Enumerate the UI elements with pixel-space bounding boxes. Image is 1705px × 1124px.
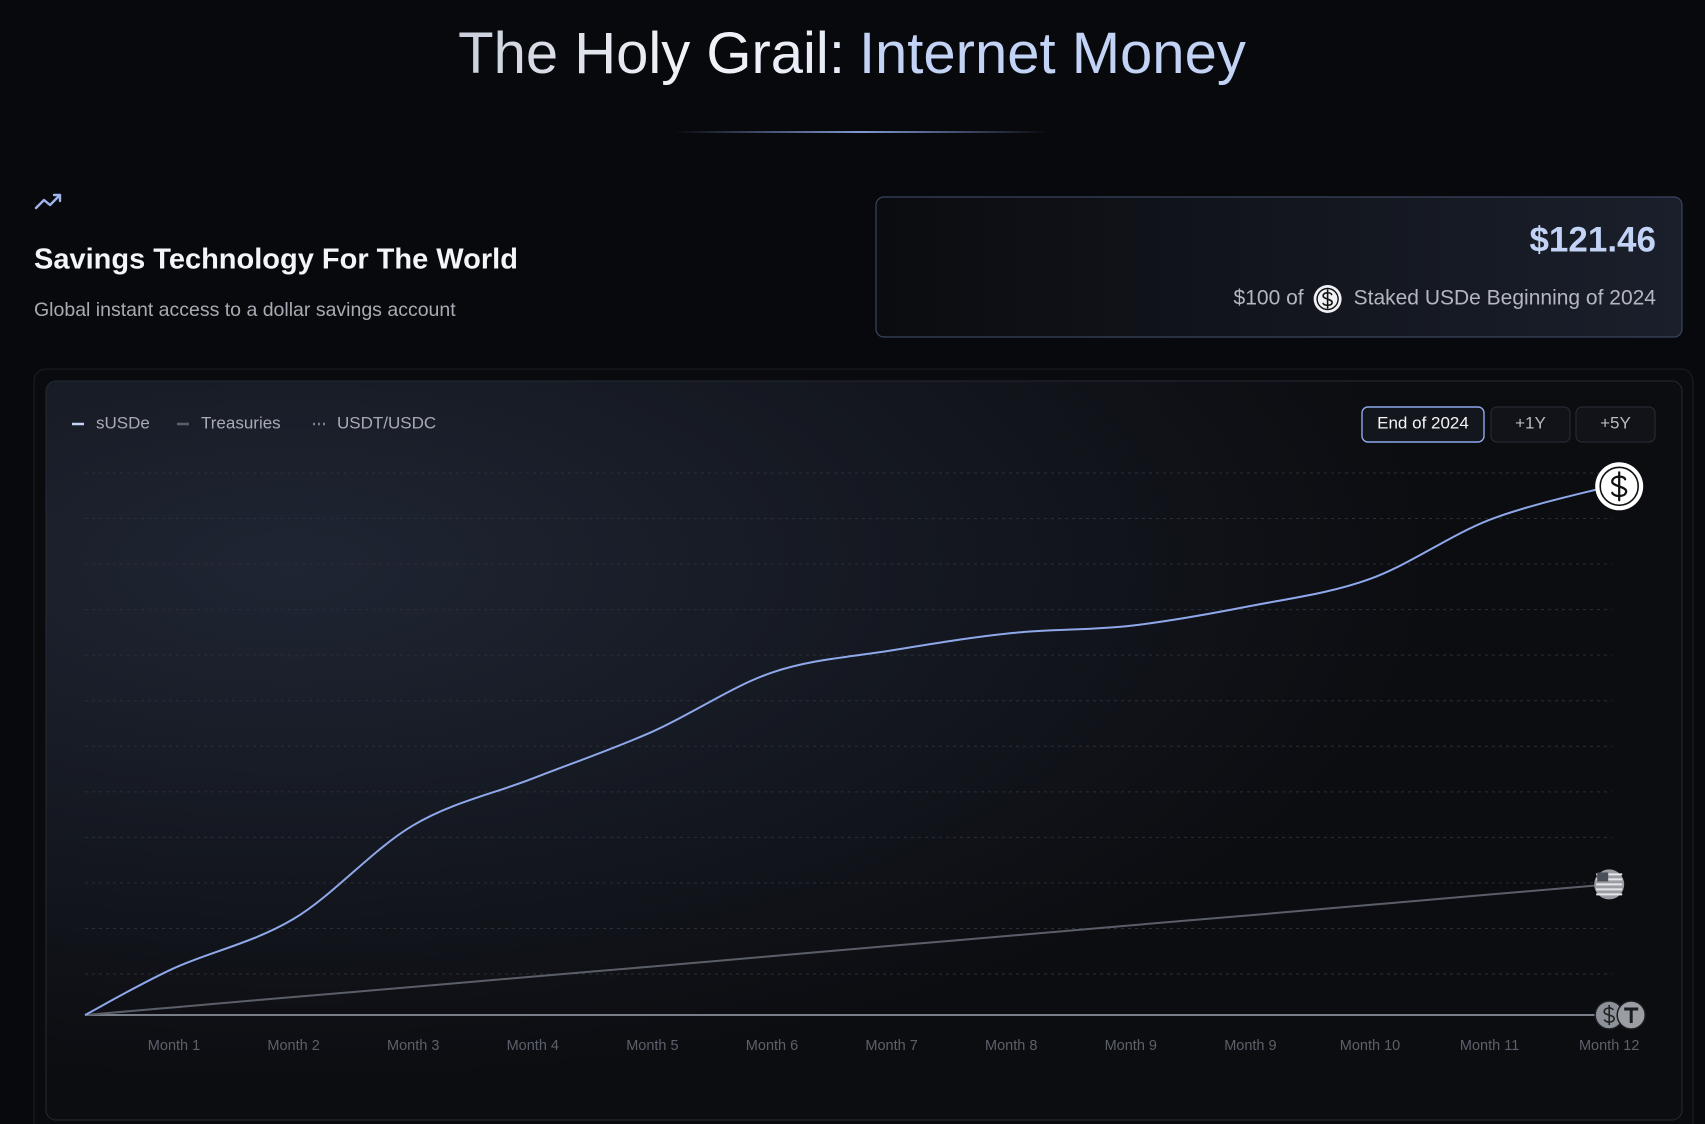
treasury-end-icon [1594,869,1625,900]
x-tick-label: Month 12 [1579,1038,1639,1054]
section-heading: Savings Technology For The World [34,244,518,276]
page-title: The Holy Grail: Internet Money [458,21,1246,86]
value-card [875,196,1683,338]
title-divider [674,131,1049,133]
x-tick-label: Month 5 [626,1038,678,1054]
stable-end-icons [1594,1000,1646,1030]
range-button-label[interactable]: +1Y [1515,413,1546,432]
range-button[interactable] [1490,406,1571,443]
susde-end-icon [1595,462,1644,511]
icon-glyph [1624,1007,1639,1023]
icon-canton [1597,872,1609,882]
card-prefix: $100 of [1234,287,1304,310]
x-tick-label: Month 2 [267,1038,319,1054]
range-button[interactable] [1361,406,1485,443]
section-subheading: Global instant access to a dollar saving… [34,299,456,321]
x-tick-label: Month 9 [1224,1038,1276,1054]
x-tick-label: Month 10 [1340,1038,1400,1054]
x-tick-label: Month 9 [1105,1038,1157,1054]
legend-label: USDT/USDC [337,413,436,432]
chart: End of 2024 +1Y +5Y sUSDe Treasuries USDT/USD… [72,406,1656,1054]
trend-icon [34,193,62,210]
series-line [84,485,1610,1016]
range-button-label[interactable]: +5Y [1600,413,1631,432]
x-tick-label: Month 7 [865,1038,917,1054]
range-button-label[interactable]: End of 2024 [1377,413,1469,432]
card-suffix: Staked USDe Beginning of 2024 [1354,287,1657,310]
legend-label: Treasuries [201,413,281,432]
chart-card [45,380,1683,1121]
x-tick-label: Month 11 [1460,1038,1519,1054]
title-lead: The Holy Grail: [458,21,845,86]
title-accent: Internet Money [859,21,1246,86]
series-line [84,883,1610,1016]
range-button[interactable] [1575,406,1656,443]
icon-glyph [1611,471,1628,502]
icon-glyph [1603,1005,1615,1025]
icon-ring [1599,466,1639,507]
x-tick-label: Month 1 [148,1038,200,1054]
usde-coin-icon [1313,285,1342,313]
card-amount: $121.46 [1529,220,1656,259]
x-tick-label: Month 6 [746,1038,798,1054]
x-tick-label: Month 3 [387,1038,439,1054]
x-tick-label: Month 8 [985,1038,1037,1054]
x-tick-label: Month 4 [507,1038,559,1054]
legend-label: sUSDe [96,413,150,432]
